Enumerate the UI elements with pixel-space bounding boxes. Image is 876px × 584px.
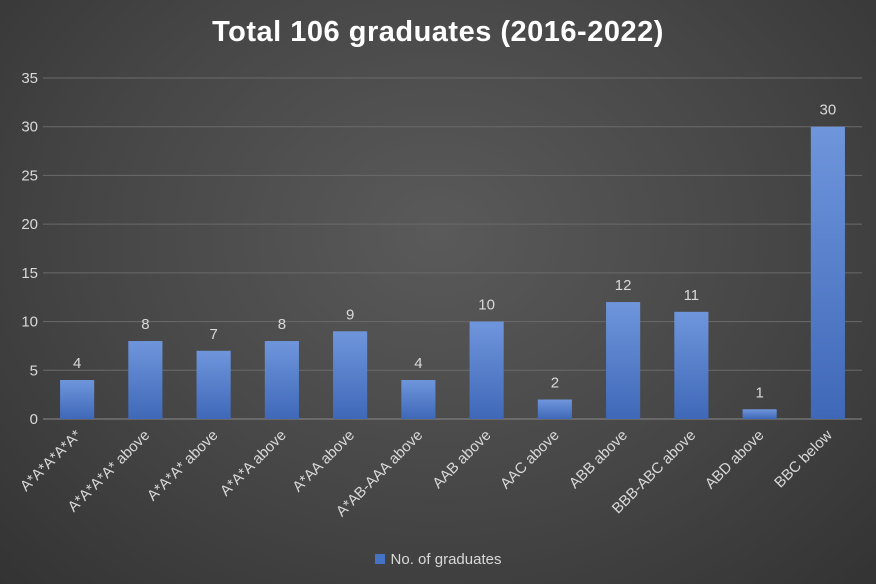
bar [60, 380, 95, 419]
bar [742, 409, 777, 419]
bar [674, 311, 709, 419]
y-tick-label: 0 [30, 411, 38, 428]
bar [333, 331, 368, 419]
x-tick-label: AAC above [497, 427, 563, 493]
x-tick-label: ABB above [566, 427, 631, 492]
y-tick-label: 25 [21, 167, 38, 184]
bar [810, 126, 845, 419]
data-label: 2 [551, 375, 559, 392]
y-tick-label: 10 [21, 314, 38, 331]
data-label: 12 [615, 277, 632, 294]
data-label: 4 [73, 355, 81, 372]
data-label: 9 [346, 306, 354, 323]
y-tick-label: 5 [30, 362, 38, 379]
data-label: 8 [141, 316, 149, 333]
bar [469, 321, 504, 419]
bars [60, 126, 845, 419]
bar [196, 350, 231, 419]
x-tick-label: ABD above [702, 427, 768, 493]
x-tick-label: AAB above [429, 427, 494, 492]
gridlines [43, 77, 862, 420]
bar [606, 302, 641, 419]
data-label: 7 [209, 326, 217, 343]
data-label: 10 [478, 297, 495, 314]
y-tick-label: 15 [21, 265, 38, 282]
chart-title: Total 106 graduates (2016-2022) [212, 16, 664, 48]
x-tick-label: BBC below [771, 427, 836, 492]
bar [264, 341, 299, 419]
bar [401, 380, 436, 419]
legend: No. of graduates [0, 551, 876, 568]
x-tick-label: A*A*A above [217, 427, 290, 500]
x-tick-label: A*A*A*A*A* [17, 427, 85, 495]
y-axis-ticks: 0 5 10 15 20 25 30 35 [21, 70, 38, 428]
x-tick-label: A*A*A* above [144, 427, 221, 504]
x-tick-label: A*AA above [289, 427, 358, 496]
data-label: 11 [684, 287, 700, 304]
y-tick-label: 20 [21, 216, 38, 233]
data-label: 1 [755, 384, 763, 401]
data-label: 4 [414, 355, 422, 372]
data-label: 8 [278, 316, 286, 333]
bar [537, 399, 572, 419]
bar [128, 341, 163, 419]
legend-label: No. of graduates [390, 551, 502, 568]
data-label: 30 [820, 102, 837, 119]
y-tick-label: 35 [21, 70, 38, 87]
y-tick-label: 30 [21, 119, 38, 136]
legend-swatch [374, 554, 385, 564]
